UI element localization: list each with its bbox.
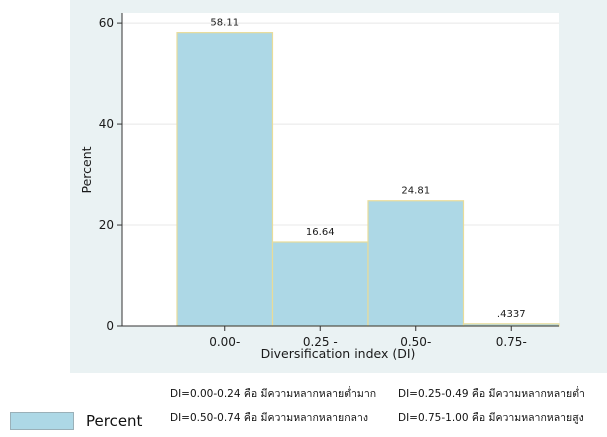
- y-axis-ticks: 0 20 40 60: [99, 16, 122, 333]
- bar-value-label: .4337: [497, 309, 526, 320]
- x-axis-title: Diversification index (DI): [261, 346, 416, 361]
- y-tick-label: 0: [106, 319, 114, 333]
- legend-note-mid-low: DI=0.25-0.49 คือ มีความหลากหลายต่ำ: [398, 388, 585, 400]
- legend-note-low: DI=0.00-0.24 คือ มีความหลากหลายต่ำมาก: [170, 388, 377, 400]
- legend-note-high: DI=0.75-1.00 คือ มีความหลากหลายสูง: [398, 412, 584, 424]
- x-tick-label: 0.00-: [209, 335, 240, 349]
- y-tick-label: 60: [99, 16, 114, 30]
- legend-note-mid: DI=0.50-0.74 คือ มีความหลากหลายกลาง: [170, 412, 369, 424]
- x-tick-label: 0.75-: [496, 335, 527, 349]
- bar-value-label: 58.11: [210, 18, 239, 29]
- histogram-chart: 0 20 40 60 0.00- 0.25 - 0.50- 0.75- 58.11 16.64…: [70, 0, 607, 373]
- y-tick-label: 20: [99, 218, 114, 232]
- bar: [176, 32, 274, 327]
- y-axis-title: Percent: [79, 146, 94, 193]
- legend-swatch: [10, 412, 74, 430]
- bar-value-label: 16.64: [306, 227, 335, 238]
- bar: [367, 200, 465, 327]
- legend-label: Percent: [86, 412, 143, 430]
- x-axis-ticks: 0.00- 0.25 - 0.50- 0.75-: [209, 326, 527, 349]
- x-tick-label: 0.50-: [400, 335, 431, 349]
- bars: [176, 32, 560, 327]
- x-tick-label: 0.25 -: [303, 335, 338, 349]
- value-labels: 58.11 16.64 24.81 .4337: [210, 18, 525, 320]
- bar-value-label: 24.81: [401, 186, 430, 197]
- y-tick-label: 40: [99, 117, 114, 131]
- bar: [271, 241, 369, 327]
